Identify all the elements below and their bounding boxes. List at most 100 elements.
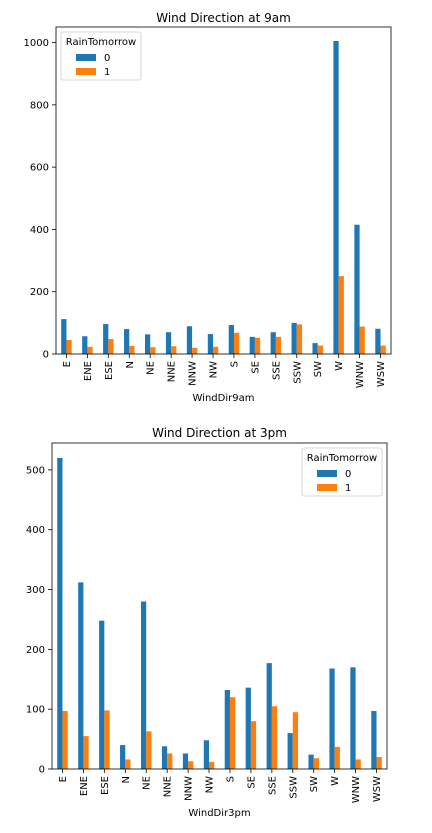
x-tick-label: NNE <box>167 361 178 382</box>
bar-W-series-0 <box>329 668 335 769</box>
bar-SW-series-0 <box>312 343 318 354</box>
x-tick-label: ENE <box>79 776 90 796</box>
y-tick-label: 0 <box>43 350 49 361</box>
bar-W-series-1 <box>338 276 344 354</box>
bar-NNW-series-1 <box>192 347 198 354</box>
legend-label-1: 1 <box>345 483 351 494</box>
bar-SE-series-0 <box>249 336 255 354</box>
chart-title: Wind Direction at 3pm <box>152 426 287 440</box>
bar-ENE-series-1 <box>83 736 89 769</box>
bar-E-series-1 <box>66 339 72 354</box>
bar-NNW-series-0 <box>182 753 189 769</box>
legend: RainTomorrow 0 1 <box>60 31 142 81</box>
bar-NW-series-0 <box>207 334 214 354</box>
x-tick-label: NE <box>142 776 153 790</box>
x-tick-label: SSW <box>288 776 299 799</box>
bar-NW-series-1 <box>209 761 215 769</box>
x-axis-label: WindDir9am <box>193 393 255 404</box>
x-tick-label: WNW <box>351 776 362 803</box>
x-tick-label: SSE <box>267 776 278 795</box>
bar-SSW-series-0 <box>287 733 293 769</box>
bar-SW-series-1 <box>317 345 323 354</box>
x-tick-label: SE <box>250 361 261 374</box>
bar-SE-series-0 <box>245 687 251 769</box>
bar-WSW-series-0 <box>371 710 377 769</box>
bar-SE-series-1 <box>254 337 261 354</box>
bar-NW-series-1 <box>213 346 219 354</box>
bar-NNW-series-1 <box>188 761 194 769</box>
bar-NE-series-1 <box>146 731 152 769</box>
y-tick-label: 0 <box>39 765 45 776</box>
bar-ENE-series-0 <box>82 336 88 354</box>
y-tick-label: 100 <box>26 705 45 716</box>
bar-S-series-0 <box>228 325 234 354</box>
bar-ESE-series-0 <box>103 324 109 354</box>
x-tick-label: ESE <box>100 776 111 795</box>
bar-W-series-0 <box>333 41 339 355</box>
x-tick-label: E <box>58 776 69 782</box>
legend: RainTomorrow 0 1 <box>301 447 383 497</box>
plot-frame <box>55 26 392 355</box>
bar-N-series-1 <box>125 759 131 769</box>
x-tick-label: W <box>330 776 341 786</box>
bar-WNW-series-1 <box>359 326 365 354</box>
bar-WNW-series-0 <box>350 667 356 769</box>
x-tick-label: NNE <box>163 776 174 797</box>
bar-E-series-0 <box>61 319 67 354</box>
bar-SSE-series-1 <box>271 706 278 769</box>
x-tick-label: SW <box>313 361 324 377</box>
bar-SSE-series-1 <box>275 336 282 354</box>
bar-NE-series-1 <box>150 347 156 354</box>
legend-title: RainTomorrow <box>66 37 136 48</box>
bar-ENE-series-1 <box>87 346 93 354</box>
bar-SSW-series-1 <box>292 712 299 769</box>
bar-E-series-0 <box>57 457 63 769</box>
x-tick-label: SW <box>309 776 320 792</box>
y-tick-label: 300 <box>26 585 45 596</box>
bar-NNE-series-0 <box>165 332 172 354</box>
y-tick-label: 800 <box>30 100 49 111</box>
bar-E-series-1 <box>62 710 68 769</box>
y-tick-label: 1000 <box>24 38 49 49</box>
bar-S-series-0 <box>224 690 230 769</box>
bar-WNW-series-0 <box>354 224 360 354</box>
bar-W-series-1 <box>334 746 340 769</box>
bar-N-series-0 <box>120 745 126 769</box>
legend-title: RainTomorrow <box>307 453 377 464</box>
bar-NNE-series-1 <box>171 346 177 354</box>
x-tick-label: SSW <box>292 361 303 384</box>
y-tick-label: 500 <box>26 465 45 476</box>
bar-SSW-series-0 <box>291 322 297 354</box>
bar-SSW-series-1 <box>296 324 303 354</box>
y-tick-label: 200 <box>26 645 45 656</box>
bar-SSE-series-0 <box>270 332 276 354</box>
legend-label-0: 0 <box>345 469 351 480</box>
legend-label-0: 0 <box>104 53 110 64</box>
legend-swatch-1 <box>76 68 96 75</box>
y-tick-label: 200 <box>30 287 49 298</box>
bar-NNW-series-0 <box>186 326 193 354</box>
x-tick-label: WNW <box>355 361 366 388</box>
bar-SW-series-0 <box>308 754 314 769</box>
chart-0: Wind Direction at 9am 0 200 400 600 800 1000 E E… <box>24 11 392 404</box>
bar-NW-series-0 <box>203 740 210 769</box>
x-tick-label: WSW <box>372 776 383 802</box>
bar-ESE-series-1 <box>108 339 114 354</box>
x-tick-label: WSW <box>376 361 387 387</box>
chart-1: Wind Direction at 3pm 0 100 200 300 400 500 E EN… <box>26 426 388 819</box>
bar-ESE-series-1 <box>104 710 110 769</box>
legend-swatch-0 <box>76 54 96 61</box>
x-tick-label: W <box>334 361 345 371</box>
bar-NE-series-0 <box>140 601 147 769</box>
bar-SE-series-1 <box>250 721 257 769</box>
x-tick-label: SE <box>246 776 257 789</box>
x-tick-label: NW <box>209 361 220 378</box>
bar-ENE-series-0 <box>78 582 84 769</box>
legend-label-1: 1 <box>104 67 110 78</box>
chart-title: Wind Direction at 9am <box>156 11 291 25</box>
bar-S-series-1 <box>233 332 240 354</box>
x-tick-label: NW <box>205 776 216 793</box>
bar-ESE-series-0 <box>99 620 105 769</box>
bar-NNE-series-1 <box>167 753 173 769</box>
